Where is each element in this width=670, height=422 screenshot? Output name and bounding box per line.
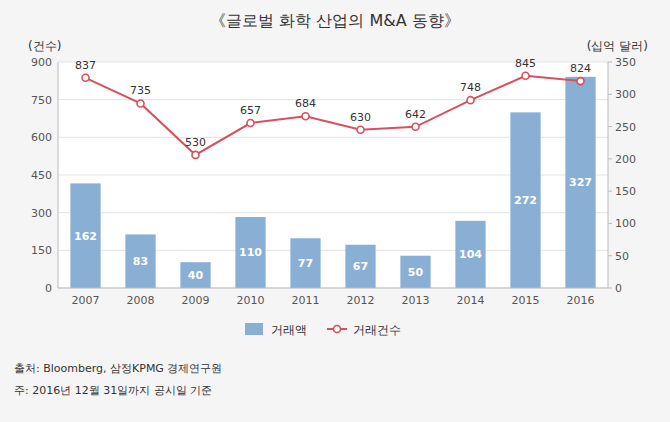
line-label: 630 xyxy=(350,111,371,124)
line-point xyxy=(192,151,199,158)
y-axis-line xyxy=(58,62,59,288)
bar-label: 77 xyxy=(298,257,313,270)
line-point xyxy=(467,97,474,104)
plot-area xyxy=(58,62,608,288)
legend-swatch xyxy=(245,323,263,335)
legend-marker xyxy=(334,326,341,333)
bar-label: 83 xyxy=(133,255,148,268)
bar xyxy=(70,183,100,288)
data-labels: 162 83 40 110 77 67 50 104 272 327 837 735 530 657 684… xyxy=(74,57,592,282)
y-tick-label: 750 xyxy=(31,94,52,107)
y-tick-label: 450 xyxy=(31,169,52,182)
y-tick-label: 150 xyxy=(31,244,52,257)
line-label: 824 xyxy=(570,62,591,75)
y2-tick xyxy=(608,62,612,63)
legend: 거래액 거래건수 xyxy=(245,323,401,337)
bar-label: 104 xyxy=(459,248,482,261)
x-tick-label: 2009 xyxy=(182,294,210,307)
line-point xyxy=(302,113,309,120)
annotation: 출처: Bloomberg, 삼정KPMG 경제연구원 xyxy=(14,362,222,375)
line-point xyxy=(247,120,254,127)
chart: 《글로벌 화학 산업의 M&A 동향》 0 150 300 450 600 750 900 0 5… xyxy=(0,0,670,422)
y2-tick-label: 200 xyxy=(615,153,636,166)
x-tick-label: 2014 xyxy=(457,294,485,307)
x-tick-label: 2007 xyxy=(72,294,100,307)
line-label: 845 xyxy=(515,57,536,70)
line-label: 735 xyxy=(130,84,151,97)
x-tick-label: 2011 xyxy=(292,294,320,307)
marks xyxy=(70,72,595,288)
bar-label: 50 xyxy=(408,266,424,279)
line-point xyxy=(412,123,419,130)
bar-label: 327 xyxy=(569,176,592,189)
y2-tick xyxy=(608,223,612,224)
line-point xyxy=(357,126,364,133)
y2-tick xyxy=(608,94,612,95)
bar-label: 162 xyxy=(74,230,97,243)
y2-tick-label: 250 xyxy=(615,121,636,134)
y2-tick-label: 100 xyxy=(615,217,636,230)
y2-tick-label: 350 xyxy=(615,56,636,69)
line xyxy=(86,76,581,155)
line-point xyxy=(137,100,144,107)
y2-tick-label: 300 xyxy=(615,88,636,101)
legend-label: 거래건수 xyxy=(353,323,401,337)
bar-label: 110 xyxy=(239,246,262,259)
line-label: 684 xyxy=(295,97,316,110)
line-point xyxy=(522,72,529,79)
bar xyxy=(180,262,210,288)
line-label: 657 xyxy=(240,104,261,117)
x-tick-label: 2010 xyxy=(237,294,265,307)
line-point xyxy=(577,78,584,85)
legend-label: 거래액 xyxy=(271,323,307,337)
x-tick-label: 2016 xyxy=(567,294,595,307)
bar-label: 67 xyxy=(353,260,368,273)
line-point xyxy=(82,74,89,81)
x-tick-label: 2012 xyxy=(347,294,375,307)
title: 《글로벌 화학 산업의 M&A 동향》 xyxy=(210,11,460,30)
line-label: 642 xyxy=(405,108,426,121)
bar xyxy=(400,256,430,288)
y2-tick xyxy=(608,158,612,159)
line-label: 530 xyxy=(185,136,206,149)
bar xyxy=(290,238,320,288)
bar xyxy=(565,77,595,288)
background xyxy=(0,0,670,422)
bar xyxy=(125,234,155,288)
y2-tick xyxy=(608,126,612,127)
annotation: 주: 2016년 12월 31일까지 공시일 기준 xyxy=(14,384,212,397)
y2-tick xyxy=(608,255,612,256)
x-tick-label: 2015 xyxy=(512,294,540,307)
y2-tick-label: 50 xyxy=(615,250,629,263)
line-label: 837 xyxy=(75,59,96,72)
bar xyxy=(235,217,265,288)
bar-label: 40 xyxy=(188,269,204,282)
bar xyxy=(510,112,540,288)
bar xyxy=(455,221,485,288)
x-axis-line xyxy=(58,288,608,289)
bar xyxy=(345,245,375,288)
y-tick-label: 600 xyxy=(31,131,52,144)
x-tick-label: 2013 xyxy=(402,294,430,307)
y2-tick-label: 0 xyxy=(615,282,622,295)
y2-axis-line xyxy=(608,62,609,288)
y-tick-label: 900 xyxy=(31,56,52,69)
x-tick-label: 2008 xyxy=(127,294,155,307)
line-label: 748 xyxy=(460,81,481,94)
y2-axis-label: (십억 달러) xyxy=(587,39,648,53)
y-axis-label: (건수) xyxy=(28,39,61,53)
y2-tick xyxy=(608,191,612,192)
y2-tick xyxy=(608,288,612,289)
grid-line xyxy=(58,288,608,289)
y-tick-label: 300 xyxy=(31,207,52,220)
y-tick-label: 0 xyxy=(45,282,52,295)
bar-label: 272 xyxy=(514,194,537,207)
y2-tick-label: 150 xyxy=(615,185,636,198)
